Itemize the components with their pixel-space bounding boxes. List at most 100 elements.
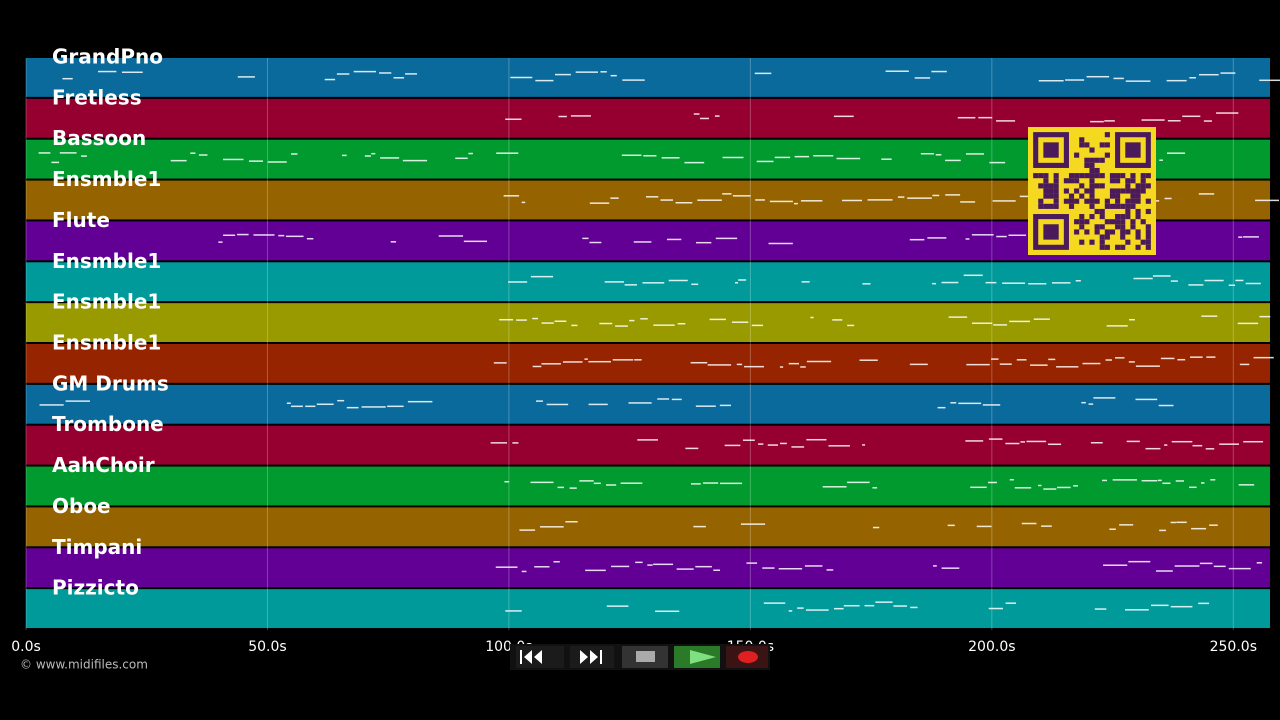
qr-module — [1079, 193, 1085, 199]
note — [1166, 79, 1187, 82]
note — [218, 241, 223, 243]
note — [1073, 485, 1078, 487]
qr-module — [1074, 152, 1080, 158]
note — [991, 358, 999, 360]
note — [1009, 478, 1014, 481]
note — [519, 529, 536, 531]
note — [1198, 602, 1210, 605]
note — [1051, 282, 1071, 284]
qr-module — [1115, 178, 1121, 184]
note — [1075, 280, 1081, 282]
note — [666, 238, 682, 241]
qr-module — [1125, 188, 1131, 194]
qr-module — [1135, 208, 1141, 215]
note — [285, 235, 304, 238]
note — [190, 152, 196, 154]
rewind-button[interactable] — [516, 646, 564, 668]
note — [767, 444, 778, 446]
qr-module — [1104, 203, 1110, 209]
note — [622, 79, 645, 81]
note — [558, 115, 567, 118]
qr-module — [1074, 219, 1080, 225]
qr-module — [1068, 203, 1075, 209]
qr-module — [1084, 157, 1090, 163]
qr-module — [1053, 193, 1059, 199]
note — [1041, 525, 1052, 527]
note — [1157, 479, 1162, 482]
qr-code — [1028, 127, 1156, 255]
note — [223, 158, 244, 161]
note — [1189, 77, 1196, 79]
note — [569, 487, 577, 489]
note — [1126, 440, 1140, 443]
transport — [510, 644, 770, 670]
note — [1170, 280, 1178, 282]
note — [407, 400, 433, 403]
time-tick-label: 50.0s — [248, 639, 286, 655]
note — [909, 363, 928, 366]
note — [620, 482, 643, 484]
note — [1259, 79, 1280, 82]
note — [690, 361, 708, 364]
note — [387, 405, 404, 408]
track-band — [26, 262, 1270, 302]
note — [624, 284, 637, 286]
stop-button[interactable] — [622, 646, 668, 668]
note — [503, 195, 520, 197]
qr-module — [1089, 157, 1095, 163]
note — [996, 235, 1007, 238]
note — [1057, 486, 1071, 489]
qr-module — [1068, 178, 1075, 184]
note — [1104, 120, 1115, 122]
qr-module — [1145, 239, 1151, 245]
qr-module — [1099, 142, 1105, 148]
note — [992, 200, 1016, 202]
note — [305, 405, 316, 408]
qr-module — [1109, 193, 1116, 199]
note — [836, 157, 861, 160]
note — [286, 402, 291, 404]
note — [1237, 322, 1259, 325]
record-button[interactable] — [726, 646, 768, 668]
note — [1026, 440, 1047, 443]
note — [738, 279, 747, 281]
qr-module — [1084, 173, 1090, 179]
qr-module — [1145, 229, 1151, 235]
note — [1056, 366, 1079, 368]
note — [1228, 567, 1251, 570]
note — [1239, 363, 1250, 366]
note — [1176, 521, 1187, 524]
note — [1090, 120, 1104, 123]
note — [719, 404, 732, 407]
note — [847, 324, 855, 327]
note — [562, 361, 583, 363]
note — [1002, 282, 1025, 284]
play-button[interactable] — [674, 646, 720, 668]
note — [532, 365, 542, 368]
note — [676, 568, 694, 570]
note — [1141, 479, 1158, 482]
qr-module — [1145, 173, 1151, 179]
note — [438, 235, 464, 237]
note — [170, 159, 187, 162]
note — [976, 525, 992, 528]
note — [541, 363, 561, 365]
qr-module — [1104, 234, 1110, 240]
note — [1219, 443, 1239, 445]
time-tick-label: 200.0s — [968, 639, 1015, 655]
qr-module — [1068, 198, 1075, 204]
note — [736, 363, 743, 366]
note — [715, 237, 738, 240]
note — [810, 316, 814, 319]
qr-module — [1089, 162, 1095, 168]
track-label: Timpani — [52, 535, 142, 559]
qr-module — [1120, 229, 1126, 235]
note — [740, 523, 766, 525]
note — [1005, 602, 1017, 604]
note — [843, 604, 860, 607]
note — [675, 201, 693, 204]
fast-forward-button[interactable] — [570, 646, 614, 668]
qr-module — [1140, 178, 1146, 184]
note — [960, 201, 976, 203]
qr-module — [1084, 162, 1090, 168]
